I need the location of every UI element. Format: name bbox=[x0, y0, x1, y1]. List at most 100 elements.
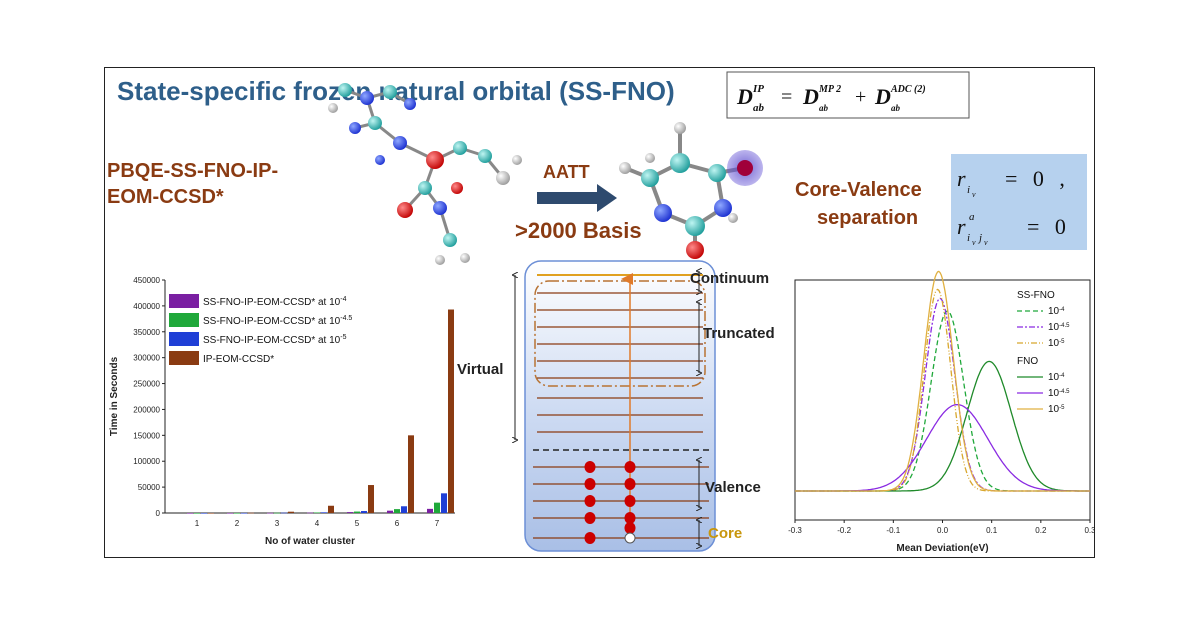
bar-legend-swatch bbox=[169, 294, 199, 308]
bar-3-5 bbox=[408, 435, 414, 513]
line-x-tick-label: 0.1 bbox=[986, 526, 998, 535]
line-plot-frame bbox=[794, 279, 1091, 521]
virtual-label: Virtual bbox=[457, 361, 503, 378]
line-x-axis-title: Mean Deviation(eV) bbox=[896, 543, 988, 554]
abstract-canvas: State-specific frozen natural orbital (S… bbox=[107, 71, 1095, 554]
eq-term1-sup: MP 2 bbox=[818, 84, 841, 95]
electron bbox=[624, 512, 636, 524]
bar-x-tick-label: 6 bbox=[395, 519, 400, 528]
bar-3-3 bbox=[328, 505, 334, 513]
line-x-tick-label: -0.1 bbox=[886, 526, 900, 535]
bar-1-2 bbox=[274, 512, 280, 514]
core-valence-line2: separation bbox=[817, 207, 918, 229]
line-legend-group: FNO bbox=[1017, 356, 1038, 367]
line-series-5 bbox=[795, 270, 1090, 492]
bar-0-1 bbox=[227, 512, 233, 514]
bar-2-3 bbox=[321, 512, 327, 513]
line-x-tick-label: 0.0 bbox=[937, 526, 949, 535]
line-legend-label: 10-5 bbox=[1048, 404, 1065, 415]
orbital-diagram: Continuum Truncated Virtual Valence Core bbox=[457, 260, 775, 552]
line-legend-label: 10-5 bbox=[1048, 338, 1065, 349]
aatt-label: AATT bbox=[543, 162, 590, 182]
eq-lhs: D bbox=[736, 84, 753, 109]
bar-y-tick-label: 450000 bbox=[133, 276, 160, 285]
bar-legend-swatch bbox=[169, 332, 199, 346]
bar-0-2 bbox=[267, 512, 273, 514]
valence-label: Valence bbox=[705, 479, 761, 496]
electron bbox=[584, 532, 596, 544]
cv-r2-sub2: j bbox=[977, 232, 982, 244]
bar-3-4 bbox=[368, 485, 374, 513]
thymine-molecule-image bbox=[619, 122, 763, 259]
eq-lhs-sup: IP bbox=[752, 83, 764, 95]
cv-r2-sub: i bbox=[967, 232, 970, 244]
cv-equation-box: r i v = 0 , r a i v j v = 0 bbox=[951, 154, 1087, 250]
line-legend-label: 10-4.5 bbox=[1048, 322, 1070, 333]
line-series-0 bbox=[795, 310, 1090, 492]
orbital-levels bbox=[533, 292, 709, 539]
bar-legend-swatch bbox=[169, 351, 199, 365]
bar-x-tick-label: 1 bbox=[195, 519, 200, 528]
electron bbox=[624, 478, 636, 490]
bar-y-tick-label: 150000 bbox=[133, 431, 160, 440]
truncated-region bbox=[534, 280, 706, 387]
bar-1-1 bbox=[234, 512, 240, 514]
eq-term1: D bbox=[802, 84, 819, 109]
bar-3-0 bbox=[208, 512, 214, 514]
orbital-panel bbox=[524, 260, 716, 552]
bar-y-axis-title: Time in Seconds bbox=[109, 356, 120, 436]
eq-term1-sub: ab bbox=[819, 103, 829, 113]
eq-plus: + bbox=[855, 86, 866, 108]
bar-0-6 bbox=[427, 508, 433, 513]
bar-y-tick-label: 250000 bbox=[133, 380, 160, 389]
bar-1-6 bbox=[434, 502, 440, 513]
bar-2-1 bbox=[241, 512, 247, 514]
line-x-tick-label: 0.3 bbox=[1084, 526, 1095, 535]
bar-legend-label: SS-FNO-IP-EOM-CCSD* at 10-4.5 bbox=[203, 315, 352, 327]
aatt-arrow-icon bbox=[537, 184, 617, 212]
density-equation: D IP ab = D MP 2 ab + D ADC (2) ab bbox=[726, 71, 970, 119]
line-chart: -0.3 -0.2 -0.1 0.0 0.1 0.2 0.3 Mean Deviation(e… bbox=[788, 270, 1095, 554]
bar-0-5 bbox=[387, 510, 393, 513]
bar-legend-swatch bbox=[169, 313, 199, 327]
bar-legend-label: SS-FNO-IP-EOM-CCSD* at 10-5 bbox=[203, 334, 347, 346]
continuum-label: Continuum bbox=[690, 270, 769, 287]
eq-lhs-sub: ab bbox=[753, 102, 765, 114]
line-legend-group: SS-FNO bbox=[1017, 290, 1055, 301]
cv-r1-sub: i bbox=[967, 184, 970, 196]
bar-3-1 bbox=[248, 512, 254, 514]
cv-r2-subsub1: v bbox=[972, 238, 976, 247]
bar-2-5 bbox=[401, 506, 407, 513]
method-label-line1: PBQE-SS-FNO-IP- bbox=[107, 160, 278, 182]
line-x-tick-label: -0.2 bbox=[837, 526, 851, 535]
electrons bbox=[584, 461, 636, 544]
graphical-abstract-frame: State-specific frozen natural orbital (S… bbox=[104, 67, 1095, 558]
line-series-3 bbox=[795, 360, 1090, 492]
electron bbox=[584, 461, 596, 473]
bar-y-tick-label: 0 bbox=[156, 509, 161, 518]
bar-legend-label: SS-FNO-IP-EOM-CCSD* at 10-4 bbox=[203, 296, 347, 308]
core-valence-line1: Core-Valence bbox=[795, 179, 922, 201]
cv-r2-subsub2: v bbox=[984, 238, 988, 247]
bar-0-0 bbox=[187, 512, 193, 514]
bar-1-4 bbox=[354, 511, 360, 513]
cv-r2-rhs: = 0 bbox=[1027, 214, 1071, 239]
electron bbox=[584, 495, 596, 507]
eq-term2-sup: ADC (2) bbox=[890, 84, 926, 95]
electron bbox=[584, 512, 596, 524]
bar-0-4 bbox=[347, 512, 353, 513]
truncated-label: Truncated bbox=[703, 325, 775, 342]
cv-r1-rhs: = 0 , bbox=[1005, 166, 1070, 191]
cv-r1-subsub: v bbox=[972, 190, 976, 199]
line-series-1 bbox=[795, 297, 1090, 492]
bar-3-2 bbox=[288, 511, 294, 513]
water-cluster-molecule-image bbox=[328, 83, 522, 265]
bar-y-tick-label: 400000 bbox=[133, 302, 160, 311]
bar-x-tick-label: 2 bbox=[235, 519, 240, 528]
bar-x-tick-label: 3 bbox=[275, 519, 280, 528]
eq-term2: D bbox=[874, 84, 891, 109]
bar-legend-label: IP-EOM-CCSD* bbox=[203, 354, 274, 365]
bar-1-3 bbox=[314, 512, 320, 514]
bar-x-tick-label: 7 bbox=[435, 519, 440, 528]
eq-term2-sub: ab bbox=[891, 103, 901, 113]
